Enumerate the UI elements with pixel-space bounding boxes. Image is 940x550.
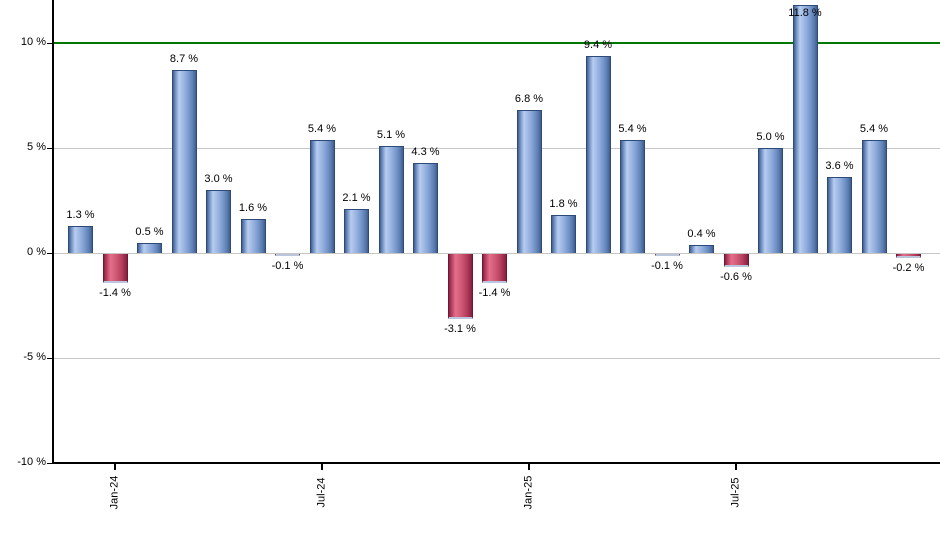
bar-value-label: 5.4 %	[618, 122, 647, 135]
bar-value-label: 6.8 %	[514, 93, 544, 106]
bar-value-label: -0.2 %	[892, 262, 925, 275]
bar[interactable]	[620, 139, 645, 253]
y-tick-label: 0 %	[27, 246, 46, 258]
bar-value-label: 3.6 %	[825, 160, 854, 173]
bar-value-label: -3.1 %	[444, 323, 476, 336]
bar[interactable]	[68, 225, 93, 253]
bar-value-label: 0.5 %	[135, 225, 164, 238]
bar[interactable]	[827, 177, 852, 253]
bar[interactable]	[723, 254, 749, 267]
bar[interactable]	[654, 254, 680, 257]
bar[interactable]	[413, 162, 438, 253]
bar[interactable]	[309, 139, 335, 253]
bar-value-label: 1.8 %	[549, 198, 578, 211]
bar-value-label: 1.6 %	[238, 202, 268, 215]
bar[interactable]	[585, 55, 611, 253]
y-axis-tick	[47, 253, 53, 254]
bar[interactable]	[171, 70, 197, 253]
x-axis-tick	[321, 464, 323, 470]
bar[interactable]	[861, 139, 887, 253]
y-tick-label: -10 %	[17, 456, 46, 468]
bar[interactable]	[344, 208, 369, 253]
bar[interactable]	[516, 110, 542, 253]
x-tick-label: Jul-24	[315, 477, 328, 508]
bar-value-label: 0.4 %	[687, 227, 716, 240]
bar-value-label: -0.1 %	[651, 260, 683, 273]
y-axis-line	[52, 0, 54, 463]
bar-value-label: 5.4 %	[859, 122, 889, 135]
bar-value-label: 9.4 %	[583, 38, 613, 51]
bar[interactable]	[689, 244, 714, 253]
bar-value-label: 3.0 %	[204, 173, 233, 185]
bar[interactable]	[206, 190, 231, 253]
y-tick-label: 5 %	[27, 141, 46, 153]
bar-value-label: -0.1 %	[271, 260, 304, 273]
bar-value-label: 4.3 %	[411, 145, 440, 158]
x-axis-tick	[735, 464, 737, 470]
y-axis-tick	[47, 43, 53, 44]
x-tick-label: Jan-24	[108, 475, 121, 510]
x-tick-label: Jan-25	[522, 475, 535, 510]
bar[interactable]	[447, 254, 473, 320]
bar[interactable]	[758, 148, 783, 253]
bar[interactable]	[240, 219, 266, 253]
bar-value-label: 8.7 %	[169, 53, 199, 66]
y-tick-label: -5 %	[23, 351, 46, 363]
x-axis-line	[52, 462, 940, 464]
bar-value-label: 1.3 %	[66, 208, 95, 221]
bar-value-label: -0.6 %	[720, 270, 752, 283]
bar[interactable]	[482, 254, 507, 284]
threshold-line-10pct	[53, 42, 940, 44]
grid-line	[48, 358, 940, 359]
bar[interactable]	[551, 215, 576, 253]
y-axis-tick	[47, 463, 53, 464]
bar[interactable]	[378, 145, 404, 253]
bar[interactable]	[792, 5, 818, 253]
y-tick-label: 10 %	[20, 36, 46, 48]
x-axis-tick	[528, 464, 530, 470]
bar[interactable]	[137, 242, 162, 253]
bar-value-label: 5.4 %	[307, 122, 337, 135]
bar-value-label: -1.4 %	[99, 287, 131, 300]
grid-line	[48, 253, 940, 254]
bar[interactable]	[896, 254, 921, 259]
bar-value-label: 11.8 %	[788, 7, 822, 19]
x-axis-tick	[114, 464, 116, 470]
bar[interactable]	[275, 254, 300, 257]
bar-value-label: 5.1 %	[376, 128, 406, 141]
x-tick-label: Jul-25	[729, 477, 742, 508]
bar[interactable]	[102, 254, 128, 284]
y-axis-tick	[47, 358, 53, 359]
bar-value-label: 5.0 %	[756, 131, 785, 143]
grid-line	[48, 148, 940, 149]
bar-value-label: -1.4 %	[478, 287, 511, 300]
y-axis-tick	[47, 148, 53, 149]
bar-value-label: 2.1 %	[342, 191, 371, 204]
